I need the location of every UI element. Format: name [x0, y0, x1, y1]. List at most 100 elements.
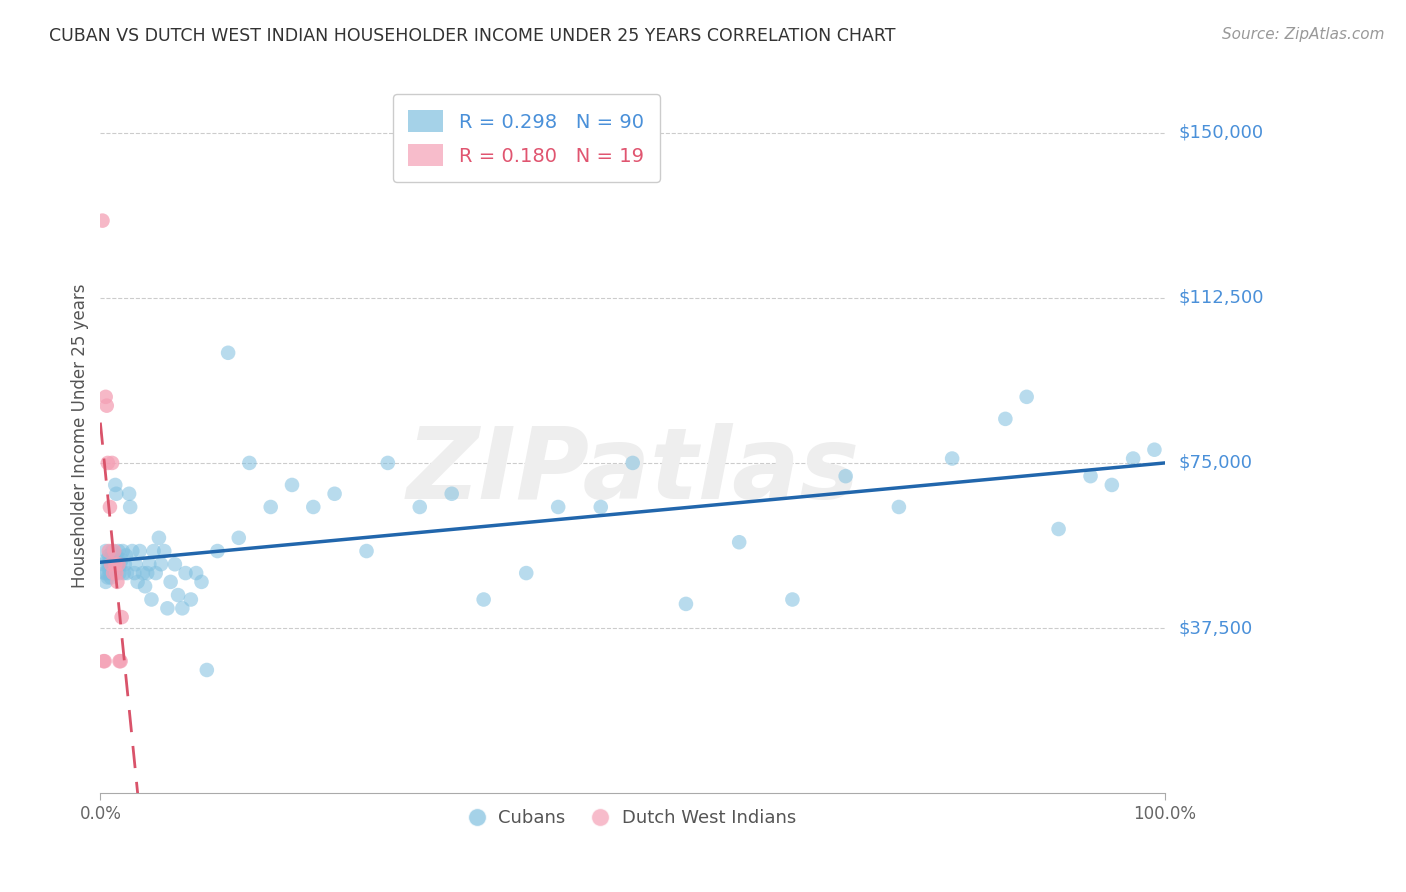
Point	[782, 592, 804, 607]
Point	[98, 553, 121, 567]
Point	[994, 412, 1017, 426]
Point	[100, 558, 122, 572]
Point	[1101, 478, 1123, 492]
Text: Source: ZipAtlas.com: Source: ZipAtlas.com	[1222, 27, 1385, 42]
Point	[103, 566, 125, 580]
Point	[96, 566, 118, 580]
Point	[186, 566, 208, 580]
Point	[323, 487, 346, 501]
Point	[124, 558, 146, 572]
Point	[120, 500, 142, 514]
Point	[547, 500, 569, 514]
Point	[111, 610, 134, 624]
Point	[105, 487, 128, 501]
Point	[118, 487, 141, 501]
Point	[101, 456, 124, 470]
Point	[172, 601, 194, 615]
Point	[150, 558, 173, 572]
Point	[190, 574, 212, 589]
Point	[93, 654, 115, 668]
Point	[589, 500, 612, 514]
Point	[101, 544, 124, 558]
Point	[111, 553, 134, 567]
Point	[110, 558, 132, 572]
Point	[97, 562, 120, 576]
Point	[142, 544, 165, 558]
Point	[156, 601, 179, 615]
Point	[1015, 390, 1038, 404]
Point	[105, 549, 128, 563]
Y-axis label: Householder Income Under 25 years: Householder Income Under 25 years	[72, 283, 89, 588]
Point	[103, 558, 125, 572]
Point	[97, 549, 120, 563]
Point	[93, 654, 115, 668]
Point	[105, 574, 128, 589]
Point	[138, 558, 160, 572]
Point	[100, 570, 122, 584]
Point	[174, 566, 197, 580]
Point	[98, 566, 121, 580]
Point	[145, 566, 167, 580]
Point	[1143, 442, 1166, 457]
Point	[159, 574, 181, 589]
Point	[96, 553, 118, 567]
Point	[675, 597, 697, 611]
Legend: Cubans, Dutch West Indians: Cubans, Dutch West Indians	[463, 802, 803, 834]
Point	[302, 500, 325, 514]
Point	[440, 487, 463, 501]
Point	[108, 654, 131, 668]
Point	[377, 456, 399, 470]
Point	[96, 399, 118, 413]
Point	[207, 544, 229, 558]
Point	[97, 558, 120, 572]
Point	[115, 566, 138, 580]
Point	[107, 544, 129, 558]
Point	[105, 566, 128, 580]
Point	[103, 544, 125, 558]
Point	[238, 456, 260, 470]
Point	[121, 544, 143, 558]
Point	[153, 544, 176, 558]
Point	[108, 566, 131, 580]
Point	[228, 531, 250, 545]
Point	[97, 544, 120, 558]
Point	[132, 566, 155, 580]
Point	[141, 592, 163, 607]
Point	[104, 478, 127, 492]
Point	[97, 456, 120, 470]
Point	[101, 566, 124, 580]
Point	[148, 531, 170, 545]
Point	[1080, 469, 1102, 483]
Point	[111, 544, 134, 558]
Point	[128, 544, 150, 558]
Text: $112,500: $112,500	[1180, 289, 1264, 307]
Point	[409, 500, 432, 514]
Point	[100, 558, 122, 572]
Point	[167, 588, 190, 602]
Point	[101, 566, 124, 580]
Point	[1122, 451, 1144, 466]
Text: ZIPatlas: ZIPatlas	[406, 423, 859, 520]
Point	[93, 558, 115, 572]
Point	[134, 579, 156, 593]
Point	[98, 500, 121, 514]
Point	[515, 566, 537, 580]
Point	[105, 558, 128, 572]
Text: $37,500: $37,500	[1180, 619, 1253, 637]
Point	[114, 558, 136, 572]
Point	[124, 566, 146, 580]
Point	[163, 558, 186, 572]
Point	[101, 553, 124, 567]
Point	[728, 535, 751, 549]
Point	[101, 562, 124, 576]
Point	[115, 549, 138, 563]
Point	[180, 592, 202, 607]
Point	[127, 574, 149, 589]
Point	[91, 213, 114, 227]
Point	[94, 574, 117, 589]
Point	[94, 544, 117, 558]
Point	[356, 544, 378, 558]
Point	[941, 451, 963, 466]
Point	[94, 390, 117, 404]
Point	[110, 654, 132, 668]
